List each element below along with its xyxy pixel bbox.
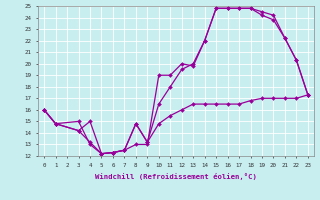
X-axis label: Windchill (Refroidissement éolien,°C): Windchill (Refroidissement éolien,°C) (95, 174, 257, 181)
